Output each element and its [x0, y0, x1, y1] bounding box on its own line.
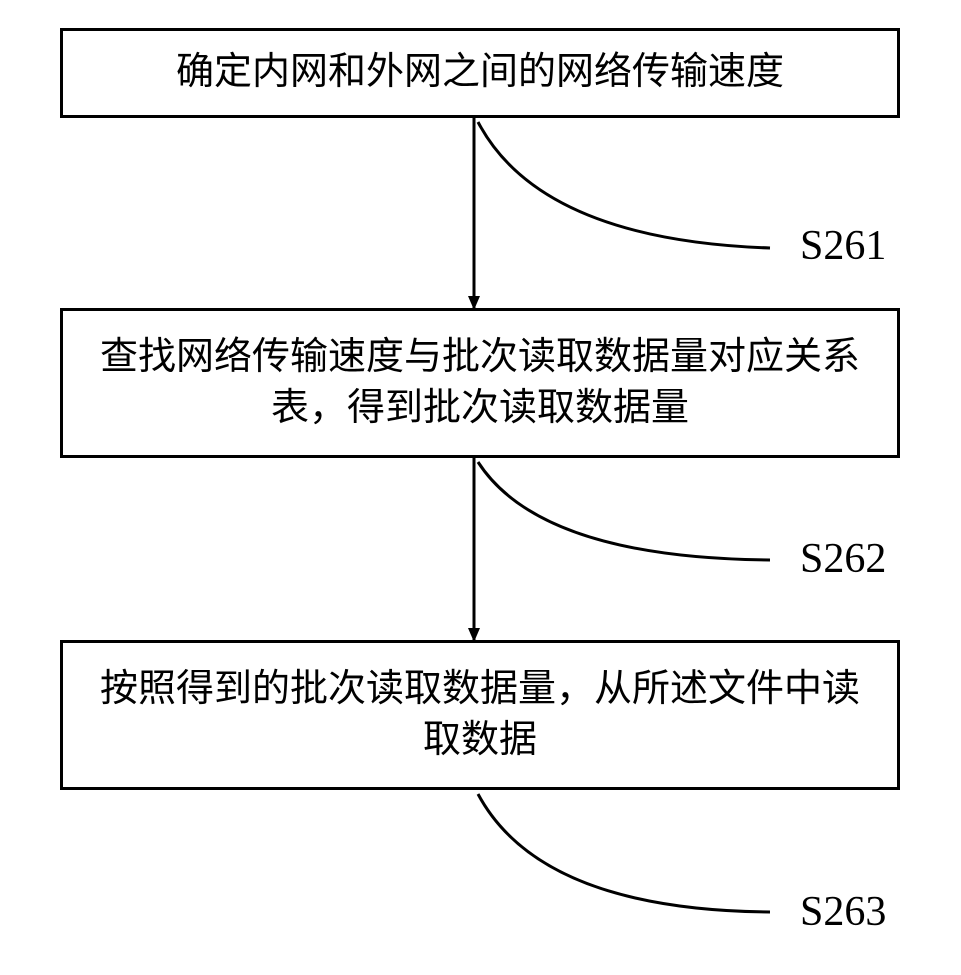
step-label-n3: S263 [800, 888, 886, 936]
callout-curve [478, 462, 770, 560]
callout-curve [478, 122, 770, 248]
flow-node-n2: 查找网络传输速度与批次读取数据量对应关系表，得到批次读取数据量 [60, 308, 900, 458]
step-label-n1: S261 [800, 222, 886, 270]
flow-node-text: 按照得到的批次读取数据量，从所述文件中读取数据 [93, 664, 867, 767]
flow-node-text: 查找网络传输速度与批次读取数据量对应关系表，得到批次读取数据量 [93, 332, 867, 435]
flow-node-n3: 按照得到的批次读取数据量，从所述文件中读取数据 [60, 640, 900, 790]
flowchart-canvas: 确定内网和外网之间的网络传输速度 S261 查找网络传输速度与批次读取数据量对应关系… [0, 0, 961, 975]
callout-curve [478, 794, 770, 912]
step-label-n2: S262 [800, 535, 886, 583]
flow-node-text: 确定内网和外网之间的网络传输速度 [93, 47, 867, 98]
connector-layer [0, 0, 961, 975]
flow-node-n1: 确定内网和外网之间的网络传输速度 [60, 28, 900, 118]
